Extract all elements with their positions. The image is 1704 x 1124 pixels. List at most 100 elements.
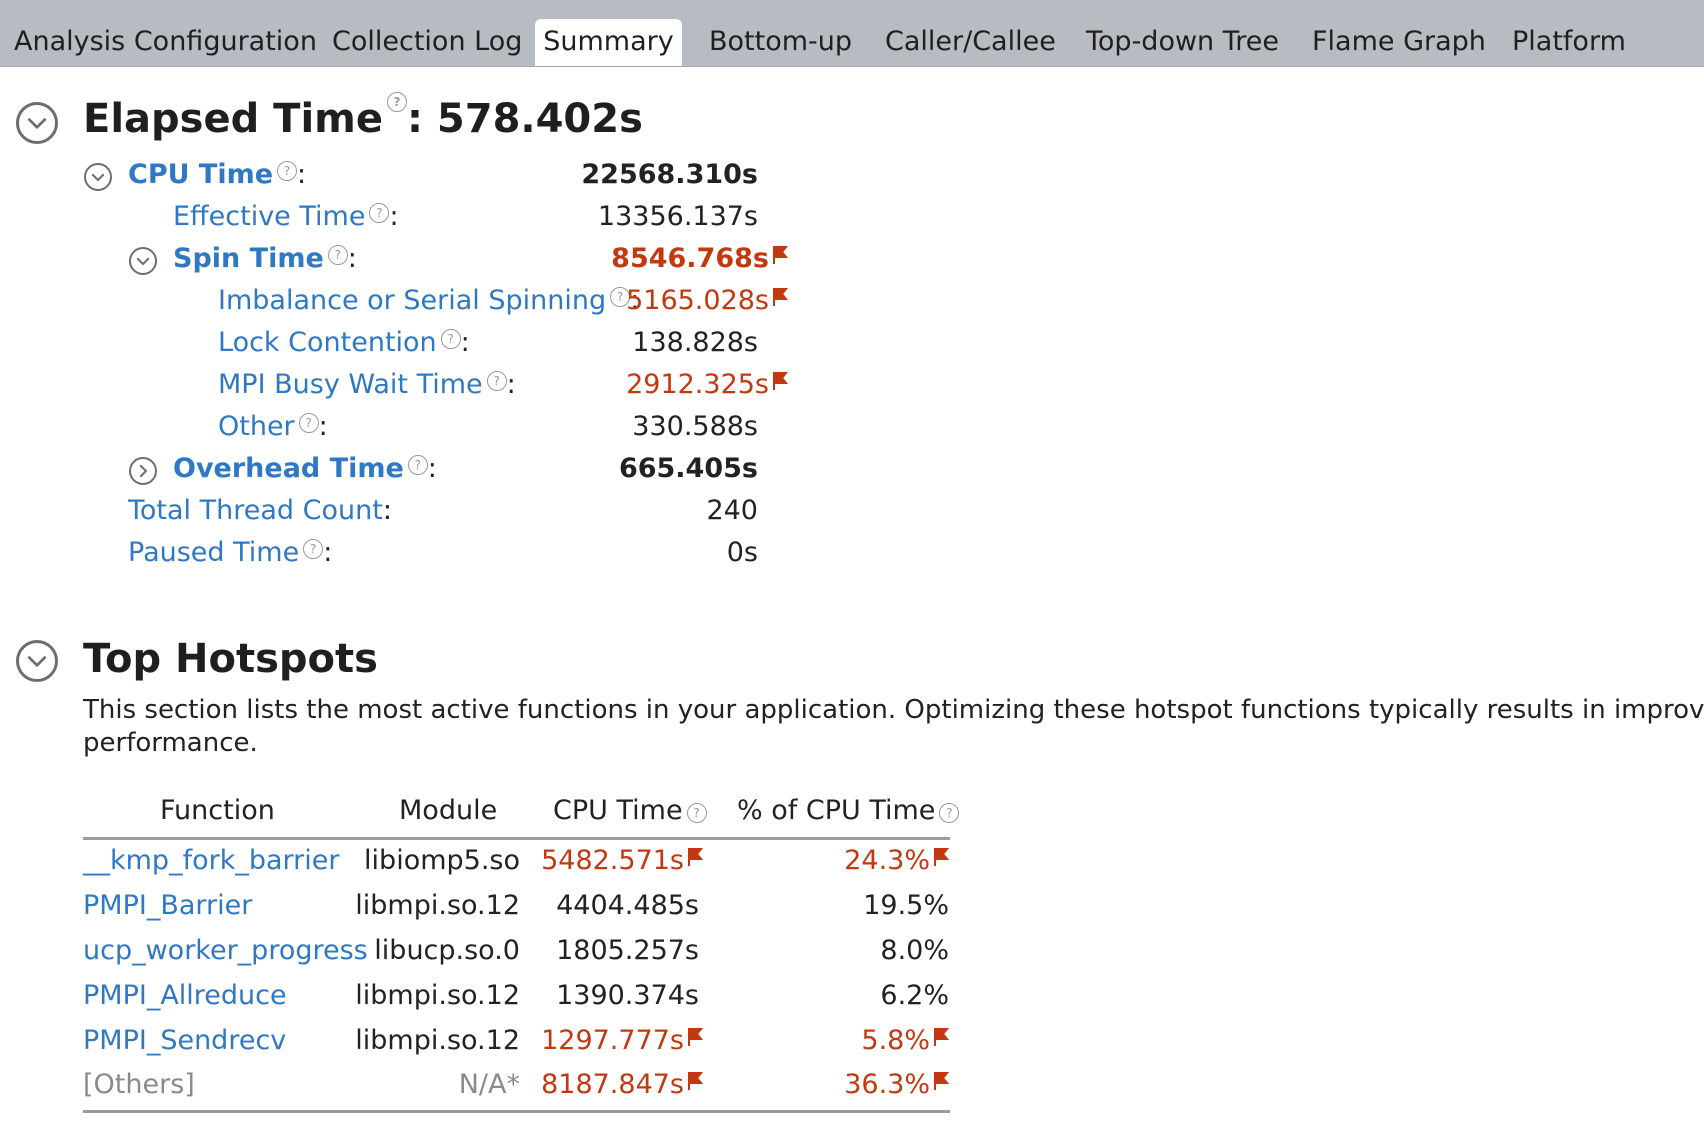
paused-time-link[interactable]: Paused Time <box>128 537 300 568</box>
overhead-time-value: 665.405s <box>618 453 758 484</box>
colon: : <box>460 327 470 358</box>
help-icon[interactable]: ? <box>369 203 390 223</box>
total-thread-count-link[interactable]: Total Thread Count <box>128 495 383 526</box>
tab-bottom-up[interactable]: Bottom-up <box>709 26 853 57</box>
table-row-function[interactable]: PMPI_Allreduce <box>83 980 287 1011</box>
spin-time-value: 8546.768s <box>611 243 788 274</box>
column-header-cpu-time[interactable]: CPU Time? <box>553 795 707 826</box>
help-icon[interactable]: ? <box>386 92 407 112</box>
help-icon[interactable]: ? <box>407 455 428 475</box>
tab-analysis-configuration[interactable]: Analysis Configuration <box>14 26 317 57</box>
colon: : <box>318 411 328 442</box>
flag-icon <box>773 288 788 306</box>
column-header-function[interactable]: Function <box>160 795 275 826</box>
help-icon[interactable]: ? <box>686 803 707 823</box>
help-icon[interactable]: ? <box>303 539 324 559</box>
table-row-function[interactable]: PMPI_Sendrecv <box>83 1025 287 1056</box>
help-icon[interactable]: ? <box>327 245 348 265</box>
other-row: Other?: <box>218 411 328 442</box>
percent-text: 5.8% <box>861 1025 930 1056</box>
flag-icon <box>773 372 788 390</box>
top-hotspots-collapse-icon[interactable] <box>16 640 58 682</box>
colon: : <box>389 201 399 232</box>
top-hotspots-heading: Top Hotspots <box>83 636 378 682</box>
flag-icon <box>934 1072 949 1090</box>
help-icon[interactable]: ? <box>939 803 960 823</box>
table-row-function[interactable]: PMPI_Barrier <box>83 890 253 921</box>
colon: : <box>382 495 392 526</box>
flag-icon <box>688 1028 703 1046</box>
elapsed-time-value: 578.402s <box>436 96 643 142</box>
column-header-percent-cpu-time[interactable]: % of CPU Time? <box>737 795 960 826</box>
effective-time-value: 13356.137s <box>597 201 758 232</box>
table-row-function[interactable]: __kmp_fork_barrier <box>83 845 340 876</box>
hotspots-description-line1: This section lists the most active funct… <box>83 695 1704 725</box>
tab-summary[interactable]: Summary <box>535 19 682 66</box>
table-row-percent: 19.5% <box>863 890 949 921</box>
spin-time-value-text: 8546.768s <box>611 243 769 274</box>
colon: : <box>506 369 516 400</box>
help-icon[interactable]: ? <box>486 371 507 391</box>
help-icon[interactable]: ? <box>298 413 319 433</box>
flag-icon <box>688 1072 703 1090</box>
table-row-function[interactable]: ucp_worker_progress <box>83 935 368 966</box>
table-row-cpu-time: 1390.374s <box>556 980 699 1011</box>
cpu-time-link[interactable]: CPU Time <box>128 159 274 190</box>
paused-time-row: Paused Time?: <box>128 537 332 568</box>
spin-time-row: Spin Time?: <box>173 243 357 274</box>
elapsed-time-label: Elapsed Time <box>83 96 383 142</box>
table-bottom-divider <box>83 1110 950 1113</box>
overhead-time-link[interactable]: Overhead Time <box>173 453 404 484</box>
total-thread-count-value: 240 <box>706 495 758 526</box>
elapsed-time-heading: Elapsed Time?: 578.402s <box>83 92 643 142</box>
table-header-divider <box>83 837 950 840</box>
colon: : <box>630 285 640 316</box>
lock-contention-value: 138.828s <box>632 327 758 358</box>
mpi-busy-wait-value-text: 2912.325s <box>626 369 769 400</box>
column-header-cpu-time-label: CPU Time <box>553 795 683 826</box>
tab-platform[interactable]: Platform <box>1512 26 1626 57</box>
cpu-time-collapse-icon[interactable] <box>84 163 112 191</box>
cpu-time-text: 8187.847s <box>541 1069 684 1100</box>
table-row-module: N/A* <box>458 1069 520 1100</box>
tab-top-down-tree[interactable]: Top-down Tree <box>1086 26 1279 57</box>
colon: : <box>427 453 437 484</box>
table-row-module: libiomp5.so <box>364 845 520 876</box>
cpu-time-text: 1297.777s <box>541 1025 684 1056</box>
colon: : <box>323 537 333 568</box>
other-link[interactable]: Other <box>218 411 295 442</box>
table-row-percent: 8.0% <box>880 935 949 966</box>
tab-collection-log[interactable]: Collection Log <box>332 26 523 57</box>
table-row-module: libucp.so.0 <box>374 935 520 966</box>
other-value: 330.588s <box>632 411 758 442</box>
table-row-cpu-time: 4404.485s <box>556 890 699 921</box>
help-icon[interactable]: ? <box>610 287 631 307</box>
imbalance-value-text: 5165.028s <box>626 285 769 316</box>
table-row-cpu-time: 1297.777s <box>541 1025 703 1056</box>
elapsed-time-collapse-icon[interactable] <box>16 102 58 144</box>
tab-flame-graph[interactable]: Flame Graph <box>1312 26 1486 57</box>
spin-time-collapse-icon[interactable] <box>129 247 157 275</box>
imbalance-link[interactable]: Imbalance or Serial Spinning <box>218 285 607 316</box>
overhead-time-row: Overhead Time?: <box>173 453 437 484</box>
flag-icon <box>688 848 703 866</box>
lock-contention-link[interactable]: Lock Contention <box>218 327 437 358</box>
table-row-percent: 5.8% <box>861 1025 949 1056</box>
tab-bar: Analysis Configuration Collection Log Su… <box>0 0 1704 67</box>
tab-caller-callee[interactable]: Caller/Callee <box>885 26 1056 57</box>
spin-time-link[interactable]: Spin Time <box>173 243 324 274</box>
colon: : <box>347 243 357 274</box>
help-icon[interactable]: ? <box>440 329 461 349</box>
effective-time-row: Effective Time?: <box>173 201 399 232</box>
mpi-busy-wait-value: 2912.325s <box>626 369 788 400</box>
help-icon[interactable]: ? <box>277 161 298 181</box>
mpi-busy-wait-link[interactable]: MPI Busy Wait Time <box>218 369 483 400</box>
table-row-percent: 6.2% <box>880 980 949 1011</box>
column-header-module[interactable]: Module <box>399 795 498 826</box>
table-row-module: libmpi.so.12 <box>355 980 520 1011</box>
table-row-module: libmpi.so.12 <box>355 1025 520 1056</box>
overhead-time-expand-icon[interactable] <box>129 457 157 485</box>
column-header-percent-label: % of CPU Time <box>737 795 936 826</box>
effective-time-link[interactable]: Effective Time <box>173 201 366 232</box>
cpu-time-row: CPU Time?: <box>128 159 306 190</box>
